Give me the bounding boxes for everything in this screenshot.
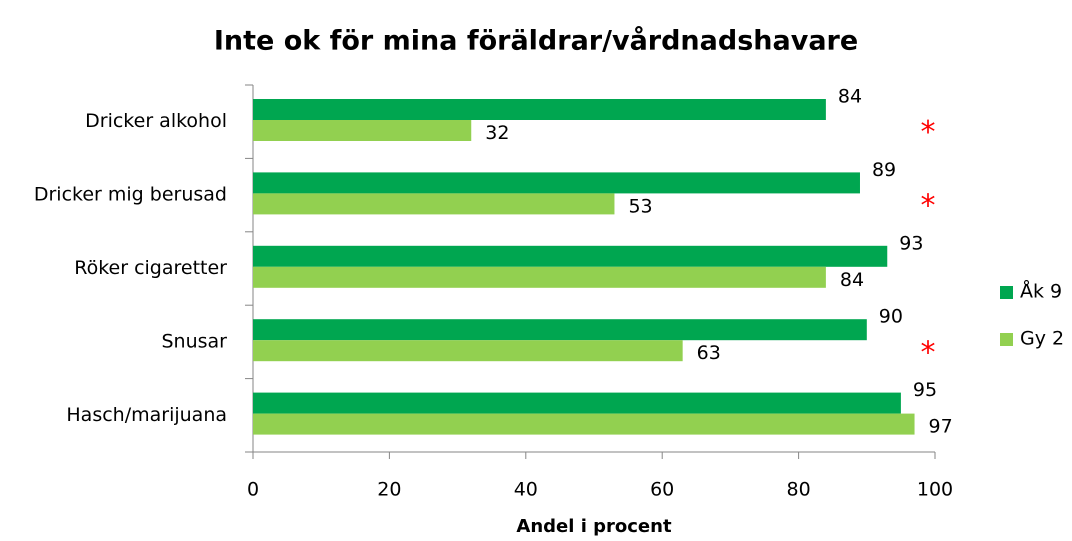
value-label: 84 xyxy=(840,269,864,291)
y-tick-label: Röker cigaretter xyxy=(74,257,227,279)
legend-label: Gy 2 xyxy=(1020,328,1064,350)
value-label: 97 xyxy=(929,416,953,438)
x-tick-label: 20 xyxy=(377,479,401,501)
bar xyxy=(253,266,826,288)
bar xyxy=(253,319,867,341)
bar xyxy=(253,392,901,414)
x-tick-label: 80 xyxy=(787,479,811,501)
value-label: 53 xyxy=(628,195,652,217)
value-label: 32 xyxy=(485,122,509,144)
bar xyxy=(253,172,860,194)
bar xyxy=(253,120,472,141)
legend-label: Åk 9 xyxy=(1020,280,1062,303)
bar xyxy=(253,340,683,362)
y-tick-label: Dricker alkohol xyxy=(85,110,227,132)
value-label: 63 xyxy=(697,342,721,364)
bar xyxy=(253,99,826,120)
x-tick-label: 100 xyxy=(917,479,953,501)
annotation: * xyxy=(921,189,936,224)
value-label: 93 xyxy=(899,232,923,254)
x-axis-title: Andel i procent xyxy=(516,516,672,537)
x-tick-label: 40 xyxy=(514,479,538,501)
y-tick-label: Dricker mig berusad xyxy=(34,184,227,206)
annotation: * xyxy=(921,335,936,370)
y-tick-label: Snusar xyxy=(162,330,228,352)
legend-swatch xyxy=(1000,333,1013,346)
value-label: 84 xyxy=(838,86,862,108)
value-label: 89 xyxy=(872,159,896,181)
legend-swatch xyxy=(1000,286,1013,299)
bar xyxy=(253,193,615,215)
x-tick-label: 60 xyxy=(650,479,674,501)
y-tick-label: Hasch/marijuana xyxy=(66,404,227,426)
bar xyxy=(253,413,915,435)
value-label: 95 xyxy=(913,379,937,401)
value-label: 90 xyxy=(879,306,903,328)
annotation: * xyxy=(921,115,936,150)
bar xyxy=(253,245,888,267)
x-tick-label: 0 xyxy=(247,479,259,501)
chart-title: Inte ok för mina föräldrar/vårdnadshavar… xyxy=(214,25,858,57)
